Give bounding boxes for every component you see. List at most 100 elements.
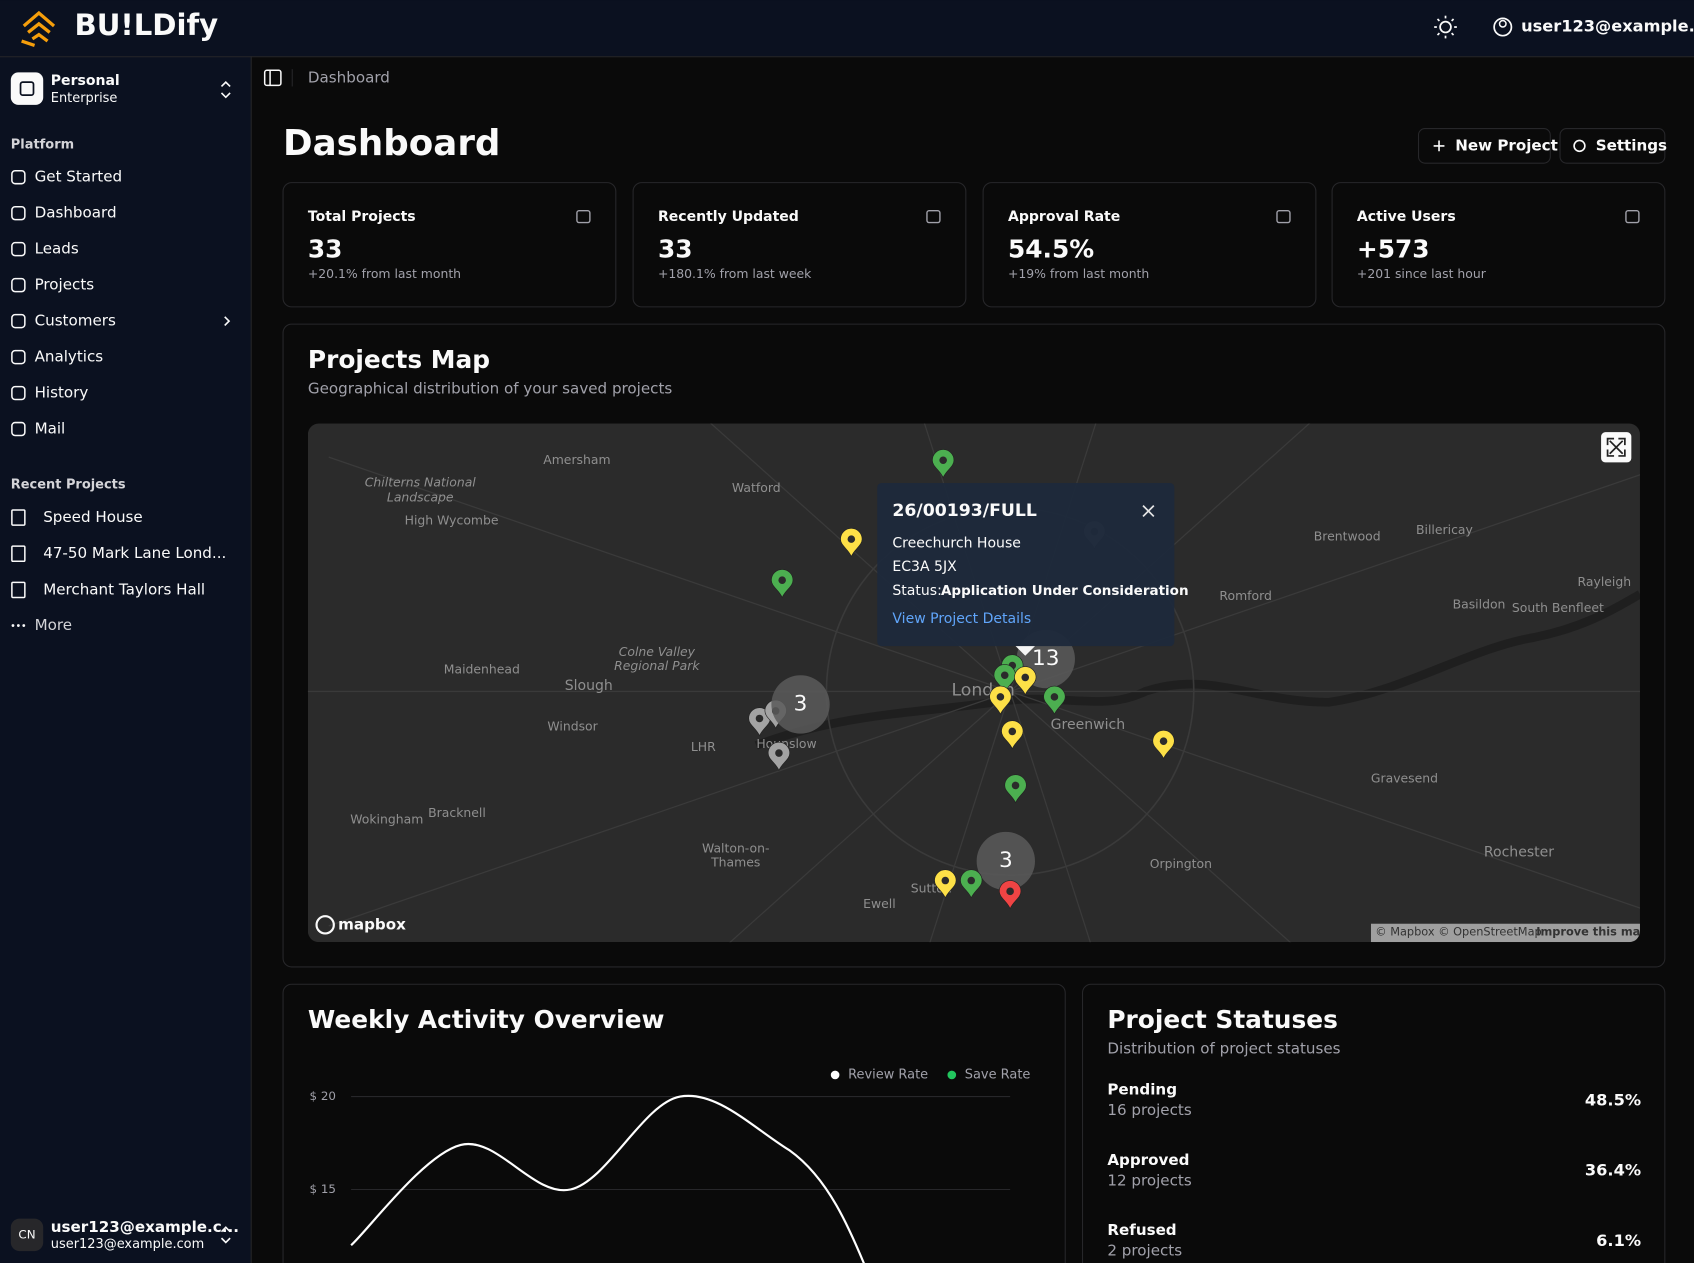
stat-note: +180.1% from last week [658, 266, 812, 281]
sun-icon [1439, 20, 1452, 34]
status-percent: 6.1% [1596, 1231, 1641, 1250]
popup-close[interactable] [1142, 505, 1155, 518]
cluster[interactable] [771, 675, 830, 734]
popup-link[interactable]: View Project Details [892, 611, 1031, 627]
stat-value: +573 [1357, 235, 1430, 264]
legend-dot [947, 1070, 957, 1080]
stat-value: 33 [308, 235, 343, 264]
sun-ray [1451, 18, 1455, 22]
legend-dot [830, 1070, 840, 1080]
map-pin[interactable] [932, 449, 955, 479]
map-pin[interactable] [934, 869, 957, 899]
map-pin[interactable] [989, 685, 1012, 715]
stat-icon [1276, 209, 1291, 224]
line-series [350, 1094, 865, 1263]
nav-item[interactable]: Projects [35, 276, 95, 294]
building-icon [11, 581, 26, 599]
place-label: Walton-on- [702, 841, 769, 856]
map-pin[interactable] [748, 707, 771, 737]
place-label: Watford [732, 480, 781, 495]
map-pin[interactable] [999, 880, 1022, 910]
action-label[interactable]: New Project [1455, 136, 1558, 154]
status-name: Pending [1107, 1081, 1177, 1099]
nav-icon [11, 349, 26, 365]
place-label: Windsor [547, 719, 598, 734]
pin-dot [1011, 781, 1020, 790]
pin-dot [775, 749, 783, 757]
nav-item[interactable]: Get Started [35, 168, 123, 186]
popup-status-label: Status: [892, 583, 941, 599]
logo-icon [21, 10, 56, 47]
improve-link[interactable]: Improve this map [1536, 924, 1648, 938]
map-pin[interactable] [840, 528, 863, 558]
stat-icon [1625, 209, 1640, 224]
stat-title: Total Projects [308, 209, 416, 225]
status-percent: 36.4% [1585, 1161, 1641, 1180]
building-icon [11, 509, 26, 526]
road [328, 456, 1011, 693]
nav-item[interactable]: Leads [35, 240, 79, 258]
theme-toggle[interactable] [1434, 15, 1457, 39]
pin-dot [1006, 887, 1014, 896]
map-pin[interactable] [1001, 720, 1024, 750]
nav-item[interactable]: History [35, 384, 89, 402]
brand: BU!LDify [75, 8, 219, 42]
stat-card [1331, 182, 1666, 308]
place-label: Rochester [1484, 844, 1554, 860]
map-pin[interactable] [960, 869, 983, 899]
sun-ray [1436, 18, 1441, 22]
mapbox-logo [315, 915, 335, 935]
more-link[interactable]: More [35, 616, 72, 634]
nav-item[interactable]: Dashboard [35, 204, 117, 222]
nav-item[interactable]: Mail [35, 420, 66, 438]
road [1009, 456, 1640, 693]
popup-line: Creechurch House [892, 535, 1021, 551]
card-subtitle: Distribution of project statuses [1107, 1040, 1340, 1058]
card-title: Project Statuses [1107, 1005, 1338, 1034]
action-button[interactable] [1417, 128, 1551, 164]
user-avatar [10, 1218, 44, 1252]
map-pin[interactable] [1152, 730, 1175, 760]
sidebar-toggle[interactable] [263, 69, 282, 87]
cluster[interactable] [976, 831, 1035, 891]
user-email[interactable]: user123@example.com [1521, 17, 1694, 36]
map-pin[interactable] [771, 569, 794, 599]
place-label: Maidenhead [444, 661, 520, 676]
place-label: Regional Park [614, 658, 700, 673]
river [754, 590, 1640, 750]
stat-title: Recently Updated [658, 209, 799, 225]
nav-icon [11, 421, 26, 437]
recent-project[interactable]: Merchant Taylors Hall [43, 580, 205, 598]
chevron [224, 316, 231, 327]
map-pin[interactable] [1014, 666, 1037, 696]
place-label: Romford [1219, 588, 1271, 603]
place-label: Slough [565, 678, 613, 694]
place-label: High Wycombe [405, 512, 499, 527]
status-name: Approved [1107, 1151, 1189, 1169]
logo [21, 10, 56, 47]
recent-project[interactable]: Speed House [43, 508, 143, 526]
map-pin[interactable] [767, 741, 791, 772]
nav-item[interactable]: Analytics [35, 348, 104, 366]
breadcrumb: Dashboard [308, 68, 390, 86]
road [328, 690, 1011, 927]
map-pin[interactable] [1004, 774, 1027, 804]
map-pin[interactable] [1043, 685, 1066, 715]
section-label: Recent Projects [11, 478, 126, 493]
action-label[interactable]: Settings [1596, 136, 1667, 154]
team-name[interactable]: Personal [51, 73, 120, 89]
status-count: 12 projects [1107, 1171, 1191, 1189]
recent-project[interactable]: 47-50 Mark Lane Lond... [43, 544, 226, 562]
popup-title: 26/00193/FULL [892, 501, 1037, 521]
place-label: Ewell [863, 896, 896, 911]
place-label: Bracknell [428, 805, 486, 820]
map-pin[interactable] [993, 664, 1016, 694]
legend-label: Review Rate [848, 1067, 928, 1082]
road [1009, 690, 1483, 943]
action-button[interactable] [1559, 128, 1666, 164]
building-icon [11, 545, 26, 563]
map: Amersham Watford Chilterns NationalLandsca… [307, 423, 1648, 943]
pin-dot [1000, 671, 1009, 680]
place-label: Colne Valley [619, 644, 696, 659]
nav-item[interactable]: Customers [35, 312, 116, 330]
